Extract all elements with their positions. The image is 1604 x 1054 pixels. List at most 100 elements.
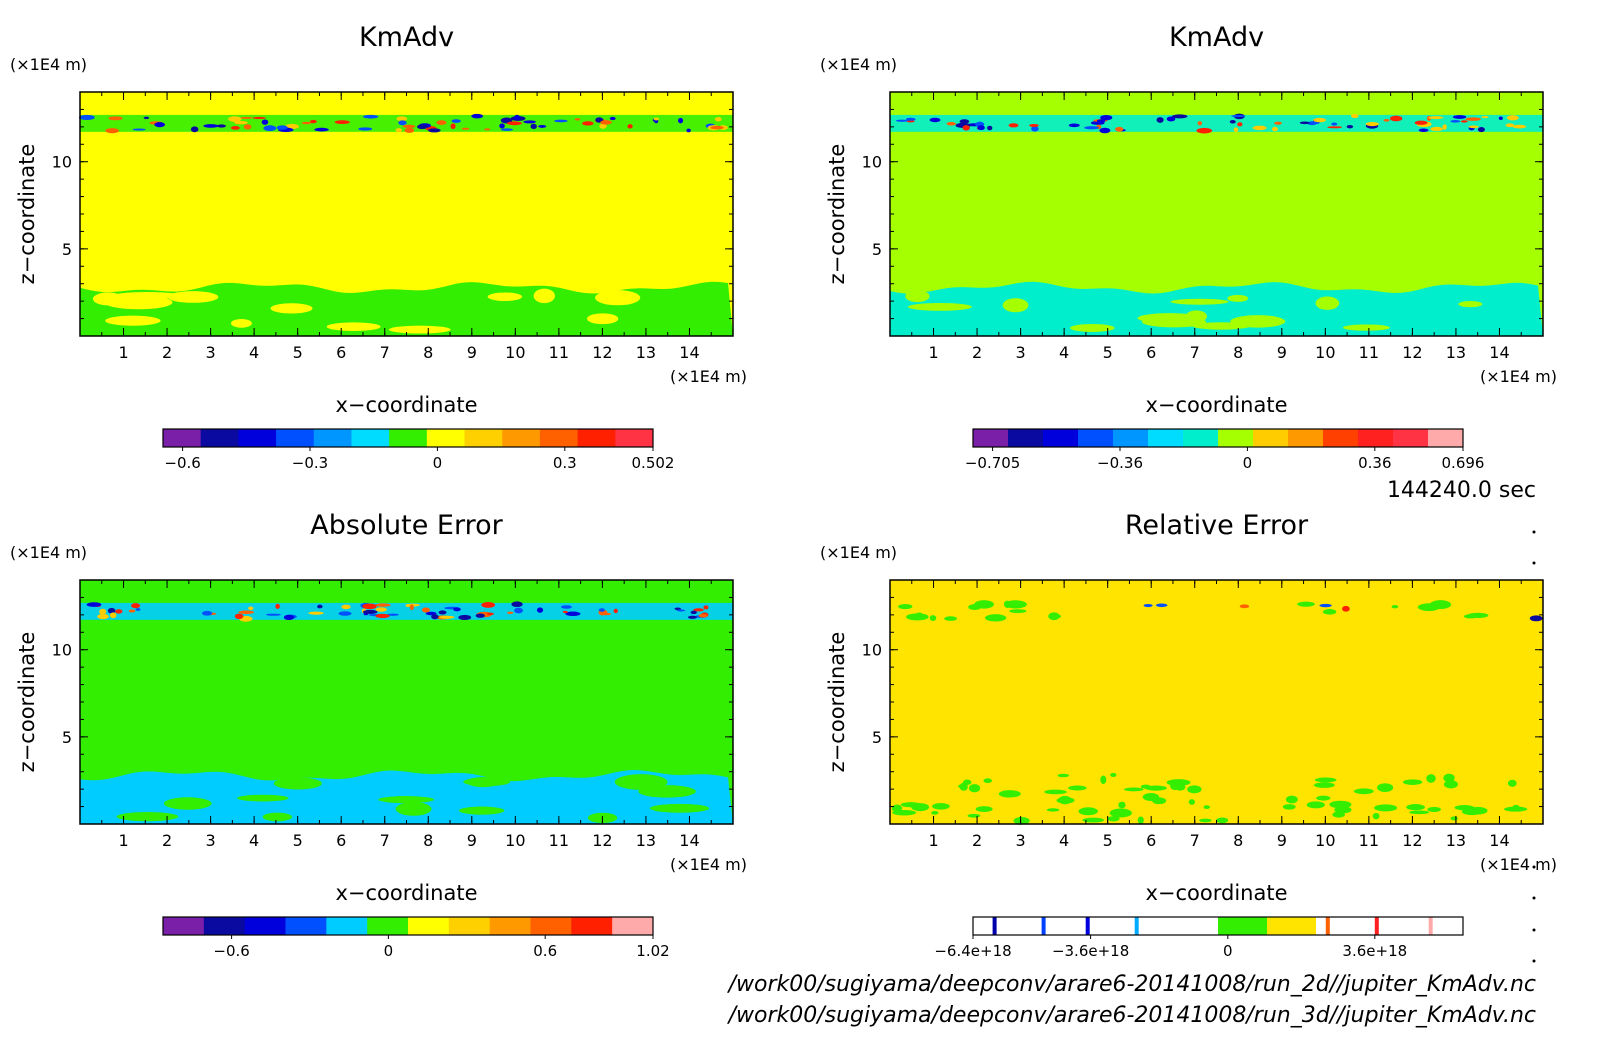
- band-upper: [898, 600, 1543, 622]
- colorbar-swatch: [1183, 429, 1219, 447]
- x-tick-label: 5: [1103, 831, 1113, 850]
- band-lower: [891, 772, 1528, 825]
- colorbar-marker: [1134, 917, 1139, 935]
- x-tick-label: 1: [118, 343, 128, 362]
- x-axis-label: x−coordinate: [335, 393, 477, 417]
- chart-panel-4: Relative Error (×1E4 m) (×1E4 m) x−coordina…: [820, 510, 1557, 960]
- colorbar-tick-label: −6.4e+18: [934, 942, 1011, 960]
- y-tick-label: 5: [62, 728, 72, 747]
- x-tick-label: 4: [1059, 343, 1069, 362]
- colorbar: −6.4e+18 −3.6e+18 0 3.6e+18: [934, 916, 1464, 960]
- x-tick-label: 1: [118, 831, 128, 850]
- colorbar-swatch: [1008, 429, 1044, 447]
- x-tick-label: 9: [1277, 343, 1287, 362]
- colorbar-swatch: [351, 429, 390, 447]
- margin-dots: [1532, 530, 1536, 963]
- x-tick-label: 8: [423, 343, 433, 362]
- colorbar-swatch: [1358, 429, 1394, 447]
- x-tick-label: 6: [336, 831, 346, 850]
- colorbar-tick-label: 0: [433, 454, 443, 472]
- colorbar-tick-label: 0.502: [632, 454, 675, 472]
- x-tick-label: 2: [162, 343, 172, 362]
- x-tick-label: 9: [467, 343, 477, 362]
- chart-title: Relative Error: [1125, 510, 1309, 541]
- x-tick-label: 1: [928, 343, 938, 362]
- band-lower: [80, 770, 733, 824]
- colorbar-swatch: [367, 917, 409, 935]
- chart-title: KmAdv: [359, 22, 454, 53]
- x-tick-label: 2: [972, 343, 982, 362]
- colorbar-swatch: [1043, 429, 1079, 447]
- x-axis-label: x−coordinate: [335, 881, 477, 905]
- x-tick-label: 10: [505, 343, 525, 362]
- x-unit-label: (×1E4 m): [1480, 367, 1557, 386]
- x-tick-label: 3: [1016, 343, 1026, 362]
- colorbar-tick-label: 0: [1223, 942, 1233, 960]
- colorbar-swatch: [1288, 429, 1324, 447]
- x-tick-label: 5: [1103, 343, 1113, 362]
- x-tick-label: 1: [928, 831, 938, 850]
- x-tick-label: 9: [1277, 831, 1287, 850]
- colorbar-tick-label: −0.705: [965, 454, 1021, 472]
- x-tick-label: 13: [636, 343, 656, 362]
- colorbar-swatch: [612, 917, 654, 935]
- colorbar-tick-label: 0.696: [1442, 454, 1485, 472]
- x-tick-label: 12: [592, 831, 612, 850]
- colorbar-swatch: [539, 429, 579, 447]
- y-tick-label: 10: [862, 153, 882, 172]
- colorbar-swatch: [1414, 917, 1464, 935]
- x-axis-label: x−coordinate: [1145, 393, 1287, 417]
- band-upper: [890, 113, 1543, 134]
- chart-title: Absolute Error: [310, 510, 503, 541]
- y-tick-label: 5: [62, 240, 72, 259]
- colorbar-swatch: [1113, 429, 1149, 447]
- band-upper: [78, 113, 733, 134]
- y-axis-label: z−coordinate: [15, 632, 39, 773]
- x-unit-label: (×1E4 m): [670, 855, 747, 874]
- x-tick-label: 11: [549, 343, 569, 362]
- y-axis-label: z−coordinate: [825, 632, 849, 773]
- y-unit-label: (×1E4 m): [820, 543, 897, 562]
- x-tick-label: 10: [1315, 343, 1335, 362]
- colorbar-swatch: [464, 429, 503, 447]
- colorbar-swatch: [163, 917, 205, 935]
- colorbar-swatch: [1323, 429, 1359, 447]
- colorbar-swatch: [1120, 917, 1170, 935]
- x-tick-label: 3: [206, 831, 216, 850]
- colorbar-swatch: [615, 429, 654, 447]
- file-path-3d: /work00/sugiyama/deepconv/arare6-2014100…: [727, 1003, 1536, 1028]
- band-lower: [80, 281, 733, 336]
- colorbar-swatch: [1218, 917, 1268, 935]
- colorbar-swatch: [200, 429, 239, 447]
- colorbar-swatch: [502, 429, 541, 447]
- colorbar-swatch: [1267, 917, 1317, 935]
- x-tick-label: 4: [249, 831, 259, 850]
- colorbar-tick-label: 0.36: [1358, 454, 1391, 472]
- colorbar-swatch: [276, 429, 315, 447]
- colorbar-tick-label: 1.02: [636, 942, 669, 960]
- colorbar-swatch: [1253, 429, 1289, 447]
- colorbar: −0.6 0 0.6 1.02: [162, 916, 670, 960]
- x-tick-label: 5: [293, 343, 303, 362]
- colorbar-swatch: [1393, 429, 1429, 447]
- colorbar-swatch: [326, 917, 368, 935]
- colorbar-swatch: [1365, 917, 1415, 935]
- colorbar-swatch: [973, 917, 1023, 935]
- colorbar: −0.705 −0.36 0 0.36 0.696: [965, 428, 1485, 472]
- colorbar-tick-label: 0.3: [553, 454, 577, 472]
- x-tick-label: 5: [293, 831, 303, 850]
- chart-panel-2: KmAdv (×1E4 m) (×1E4 m) x−coordinate z−coord…: [820, 22, 1557, 472]
- y-tick-label: 10: [52, 153, 72, 172]
- x-tick-label: 10: [1315, 831, 1335, 850]
- x-tick-label: 14: [679, 343, 699, 362]
- y-unit-label: (×1E4 m): [820, 55, 897, 74]
- colorbar-swatch: [389, 429, 428, 447]
- x-tick-label: 4: [249, 343, 259, 362]
- colorbar-swatch: [1316, 917, 1366, 935]
- x-tick-label: 6: [1146, 343, 1156, 362]
- colorbar-swatch: [1148, 429, 1184, 447]
- x-tick-label: 7: [1190, 343, 1200, 362]
- colorbar-tick-label: 0: [1243, 454, 1253, 472]
- x-tick-label: 13: [1446, 343, 1466, 362]
